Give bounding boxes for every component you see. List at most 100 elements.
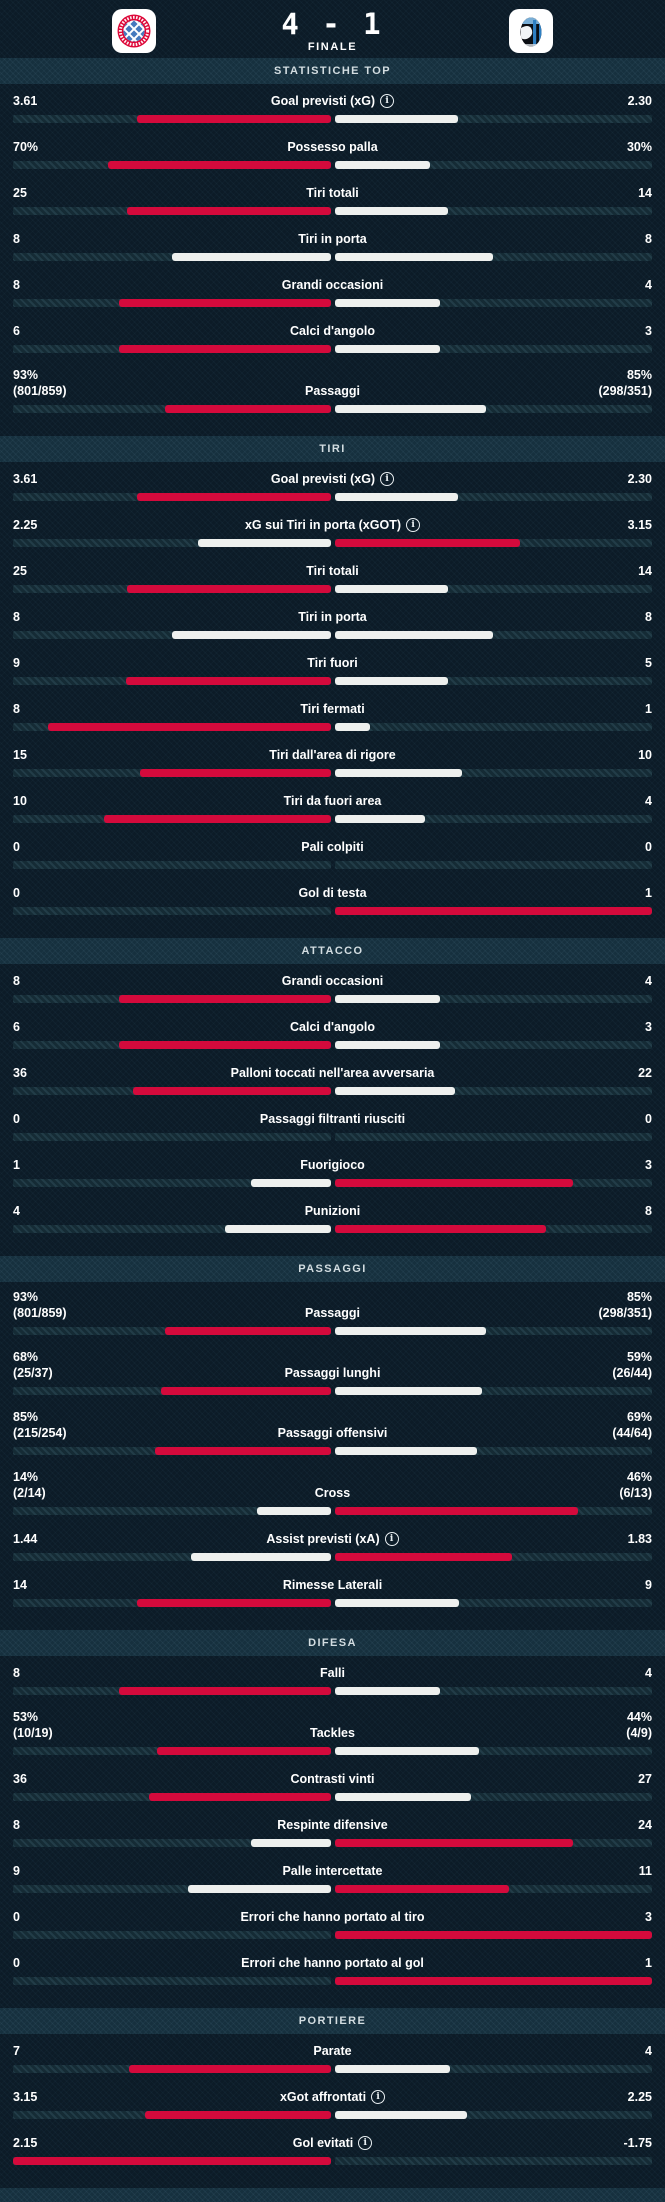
away-value-block: 2.30 — [394, 93, 652, 109]
info-icon[interactable]: i — [406, 518, 421, 532]
home-bar-track — [13, 1327, 331, 1335]
away-bar-fill — [334, 2111, 467, 2119]
stat-label: Passaggi lunghi — [284, 1366, 381, 1380]
home-bar-fill — [149, 1793, 331, 1801]
info-icon[interactable]: i — [380, 472, 395, 486]
home-bar-fill — [118, 1041, 331, 1049]
stats-section: PASSAGGI 93% (801/859) Passaggi i 85% (298… — [0, 1256, 665, 1614]
home-value: 3.61 — [13, 94, 38, 108]
away-value: 27 — [638, 1772, 652, 1786]
away-value: 85% — [626, 368, 652, 382]
home-value: 0 — [13, 886, 20, 900]
stat-row: 8 Grandi occasioni i 4 — [0, 964, 665, 1010]
home-bar-fill — [145, 2111, 331, 2119]
away-value-detail: (298/351) — [598, 1306, 652, 1320]
stat-row: 14%(2/14) Cross i 46%(6/13) — [0, 1462, 665, 1522]
match-score: 4 - 1 — [281, 7, 384, 41]
away-value: 14 — [638, 186, 652, 200]
stat-label: Passaggi — [305, 384, 360, 398]
away-bar-track — [334, 1793, 652, 1801]
stat-row: 3.15 xGot affrontati i 2.25 — [0, 2080, 665, 2126]
home-bar-fill — [118, 1687, 331, 1695]
home-value: 8 — [13, 702, 20, 716]
home-value-block: 1 — [13, 1157, 300, 1173]
stat-row: 8 Grandi occasioni i 4 — [0, 268, 665, 314]
home-bar-fill — [126, 677, 331, 685]
away-value-block: 2.25 — [385, 2089, 652, 2105]
away-bar-track — [334, 677, 652, 685]
away-bar-track — [334, 2065, 652, 2073]
away-value-block: 4 — [345, 1665, 652, 1681]
home-bar-fill — [155, 1447, 331, 1455]
stat-label: Contrasti vinti — [290, 1772, 375, 1786]
away-bar-track — [334, 995, 652, 1003]
home-value: 6 — [13, 1020, 20, 1034]
stat-bar — [0, 1179, 665, 1187]
atalanta-crest-icon — [509, 9, 554, 53]
home-bar-fill — [164, 405, 331, 413]
away-bar-fill — [334, 1179, 573, 1187]
away-value-block: 8 — [367, 231, 652, 247]
away-bar-fill — [334, 405, 487, 413]
away-bar-fill — [334, 815, 426, 823]
away-bar-track — [334, 493, 652, 501]
home-value-block: 15 — [13, 747, 269, 763]
away-value: 4 — [645, 974, 652, 988]
stat-bar — [0, 345, 665, 353]
away-value-block: 3 — [425, 1909, 652, 1925]
away-value-block: 44% (4/9) — [355, 1709, 652, 1741]
away-bar-fill — [334, 1599, 459, 1607]
home-team-logo[interactable] — [0, 8, 268, 54]
info-icon[interactable]: i — [358, 2136, 373, 2150]
home-bar-track — [13, 1387, 331, 1395]
home-value-block: 8 — [13, 1665, 320, 1681]
info-icon[interactable]: i — [371, 2090, 386, 2104]
away-value-block: 9 — [382, 1577, 652, 1593]
home-value-block: 93% (801/859) — [13, 1289, 305, 1321]
home-value: 25 — [13, 186, 27, 200]
away-bar-track — [334, 253, 652, 261]
away-value-block: 3 — [365, 1157, 652, 1173]
home-value-block: 85% (215/254) — [13, 1409, 278, 1441]
home-bar-track — [13, 1931, 331, 1939]
stat-bar — [0, 115, 665, 123]
info-icon[interactable]: i — [384, 1532, 399, 1546]
home-bar-track — [13, 995, 331, 1003]
away-value: 1 — [645, 1956, 652, 1970]
home-value-block: 25 — [13, 185, 306, 201]
away-bar-fill — [334, 1687, 441, 1695]
home-value-block: 14% (2/14) — [13, 1469, 315, 1501]
away-value-block: 4 — [381, 793, 652, 809]
section-rows: 8 Falli i 4 53%(10/ — [0, 1656, 665, 1992]
home-bar-fill — [128, 2065, 331, 2073]
stat-bar — [0, 539, 665, 547]
home-bar-track — [13, 2157, 331, 2165]
away-value-block: 27 — [375, 1771, 652, 1787]
stat-bar — [0, 1041, 665, 1049]
away-bar-fill — [334, 1839, 573, 1847]
home-bar-track — [13, 1885, 331, 1893]
info-icon[interactable]: i — [380, 94, 395, 108]
section-header: STATISTICHE TOP — [0, 58, 665, 84]
away-bar-fill — [334, 1507, 579, 1515]
away-bar-track — [334, 1931, 652, 1939]
away-bar-track — [334, 1447, 652, 1455]
home-bar-track — [13, 253, 331, 261]
stat-label: Tiri in porta — [298, 610, 367, 624]
home-bar-track — [13, 161, 331, 169]
stat-bar — [0, 907, 665, 915]
stat-row: 1 Fuorigioco i 3 — [0, 1148, 665, 1194]
home-value: 4 — [13, 1204, 20, 1218]
home-value: 8 — [13, 974, 20, 988]
home-value-block: 3.15 — [13, 2089, 280, 2105]
away-bar-fill — [334, 1041, 441, 1049]
home-value-block: 14 — [13, 1577, 283, 1593]
stat-row: 15 Tiri dall'area di rigore i 10 — [0, 738, 665, 784]
away-team-logo[interactable] — [398, 8, 665, 54]
stat-label: Passaggi filtranti riusciti — [259, 1112, 406, 1126]
home-bar-track — [13, 907, 331, 915]
home-value-block: 4 — [13, 1203, 305, 1219]
away-bar-fill — [334, 207, 449, 215]
away-bar-fill — [334, 539, 520, 547]
away-value: 4 — [645, 2044, 652, 2058]
